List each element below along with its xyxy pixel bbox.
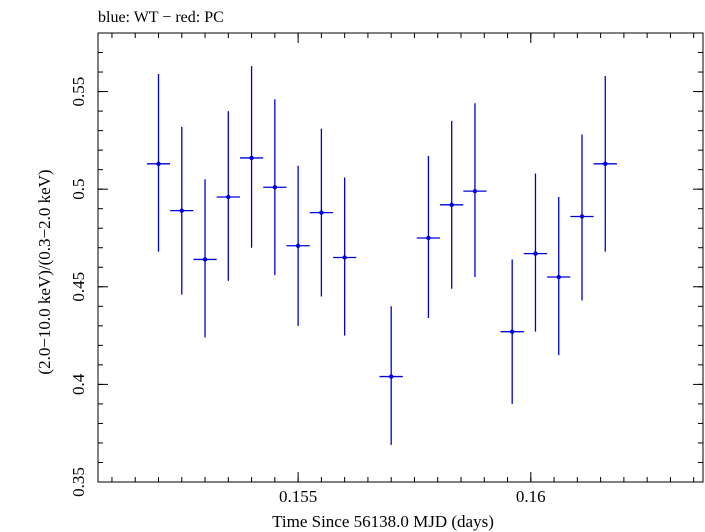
- data-point: [440, 120, 464, 289]
- data-point: [239, 66, 264, 248]
- data-point: [333, 177, 357, 336]
- y-tick-label: 0.35: [69, 467, 88, 497]
- y-axis-label: (2.0−10.0 keV)/(0.3−2.0 keV): [35, 169, 54, 374]
- data-point: [146, 73, 171, 252]
- point-marker: [179, 208, 184, 213]
- data-point: [500, 259, 524, 404]
- y-tick-label: 0.45: [69, 272, 88, 302]
- chart-title: blue: WT − red: PC: [98, 9, 224, 26]
- tick-labels: 0.155 0.16 0.35 0.4 0.45 0.5 0.55: [69, 77, 546, 506]
- point-marker: [156, 161, 161, 166]
- data-point: [309, 128, 334, 297]
- point-marker: [319, 210, 324, 215]
- data-marks: [146, 66, 617, 445]
- point-marker: [556, 274, 561, 280]
- point-marker: [426, 235, 431, 241]
- data-point: [286, 165, 310, 326]
- data-point: [523, 173, 548, 332]
- point-marker: [226, 194, 231, 200]
- data-point: [463, 103, 487, 278]
- point-marker: [202, 257, 208, 262]
- data-point: [547, 196, 571, 356]
- point-marker: [295, 243, 301, 248]
- y-tick-label: 0.4: [69, 373, 88, 395]
- point-marker: [509, 329, 515, 334]
- y-tick-label: 0.55: [69, 77, 88, 107]
- axis-ticks: [98, 32, 703, 483]
- x-tick-label: 0.155: [279, 487, 317, 506]
- data-point: [570, 134, 594, 301]
- point-marker: [579, 214, 585, 219]
- point-marker: [533, 251, 538, 256]
- data-point: [216, 111, 240, 281]
- point-marker: [249, 155, 254, 161]
- data-point: [170, 126, 194, 295]
- point-marker: [272, 185, 278, 190]
- x-axis-label: Time Since 56138.0 MJD (days): [272, 512, 494, 531]
- point-marker: [342, 255, 347, 260]
- y-tick-label: 0.5: [69, 179, 88, 200]
- data-point: [593, 75, 617, 252]
- data-point: [193, 179, 217, 338]
- plot-frame: [97, 32, 704, 483]
- data-point: [263, 99, 287, 276]
- point-marker: [449, 202, 454, 207]
- x-tick-label: 0.16: [516, 487, 546, 506]
- point-marker: [603, 161, 608, 166]
- data-point: [379, 306, 403, 445]
- data-point: [416, 155, 441, 319]
- point-marker: [388, 374, 394, 379]
- point-marker: [472, 188, 478, 194]
